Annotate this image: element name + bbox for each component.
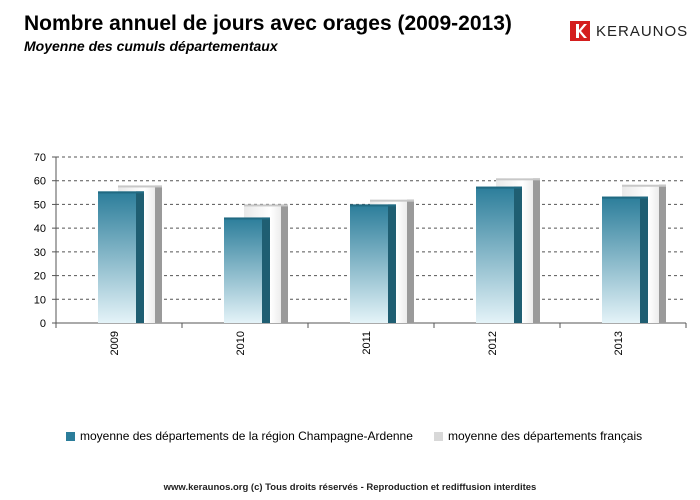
bar-champagne-side-2011 xyxy=(388,204,396,323)
legend-label: moyenne des départements français xyxy=(448,429,643,443)
bar-champagne-top-2011 xyxy=(350,204,396,207)
bar-champagne-top-2009 xyxy=(98,191,144,194)
logo-text: KERAUNOS xyxy=(596,22,689,40)
bar-champagne-top-2012 xyxy=(476,186,522,189)
bar-chart: 0 10 20 30 40 50 60 70 2009 2010 2011 2012 2013 xyxy=(34,152,687,355)
bar-france-top-2010 xyxy=(244,204,288,207)
bar-france-top-2009 xyxy=(118,185,162,188)
y-tick-label: 30 xyxy=(34,247,46,259)
x-tick-label: 2013 xyxy=(613,331,625,355)
y-tick-label: 10 xyxy=(34,294,46,306)
legend-label: moyenne des départements de la région Ch… xyxy=(80,429,413,443)
y-tick-label: 20 xyxy=(34,271,46,283)
bar-champagne-top-2013 xyxy=(602,196,648,199)
y-tick-label: 40 xyxy=(34,223,46,235)
chart-subtitle: Moyenne des cumuls départementaux xyxy=(24,38,278,54)
bar-champagne-side-2009 xyxy=(136,191,144,323)
x-tick-label: 2011 xyxy=(361,331,373,355)
y-tick-label: 0 xyxy=(40,318,46,330)
keraunos-logo-mark-icon xyxy=(570,21,590,41)
x-tick-label: 2010 xyxy=(235,331,247,355)
bar-champagne-top-2010 xyxy=(224,217,270,220)
bar-france-top-2012 xyxy=(496,178,540,181)
bar-champagne-side-2010 xyxy=(262,217,270,323)
chart-title: Nombre annuel de jours avec orages (2009… xyxy=(24,12,512,35)
legend-swatch xyxy=(66,431,75,441)
bar-france-side-2010 xyxy=(281,204,288,323)
legend: moyenne des départements de la région Ch… xyxy=(0,425,700,449)
y-tick-label: 70 xyxy=(34,152,46,164)
bar-france-side-2013 xyxy=(659,184,666,323)
bar-france-top-2011 xyxy=(370,199,414,202)
bar-france-top-2013 xyxy=(622,184,666,187)
bar-champagne-side-2013 xyxy=(640,196,648,323)
legend-item: moyenne des départements de la région Ch… xyxy=(66,429,413,443)
bar-france-side-2009 xyxy=(155,185,162,323)
legend-item: moyenne des départements français xyxy=(434,429,642,443)
y-tick-label: 50 xyxy=(34,199,46,211)
bar-champagne-side-2012 xyxy=(514,186,522,323)
legend-swatch xyxy=(434,431,443,441)
x-tick-label: 2009 xyxy=(109,331,121,355)
keraunos-logo: KERAUNOS xyxy=(570,21,688,41)
y-tick-label: 60 xyxy=(34,176,46,188)
copyright-footer: www.keraunos.org (c) Tous droits réservé… xyxy=(163,482,537,493)
bar-france-side-2011 xyxy=(407,199,414,323)
bar-france-side-2012 xyxy=(533,178,540,323)
x-tick-label: 2012 xyxy=(487,331,499,355)
